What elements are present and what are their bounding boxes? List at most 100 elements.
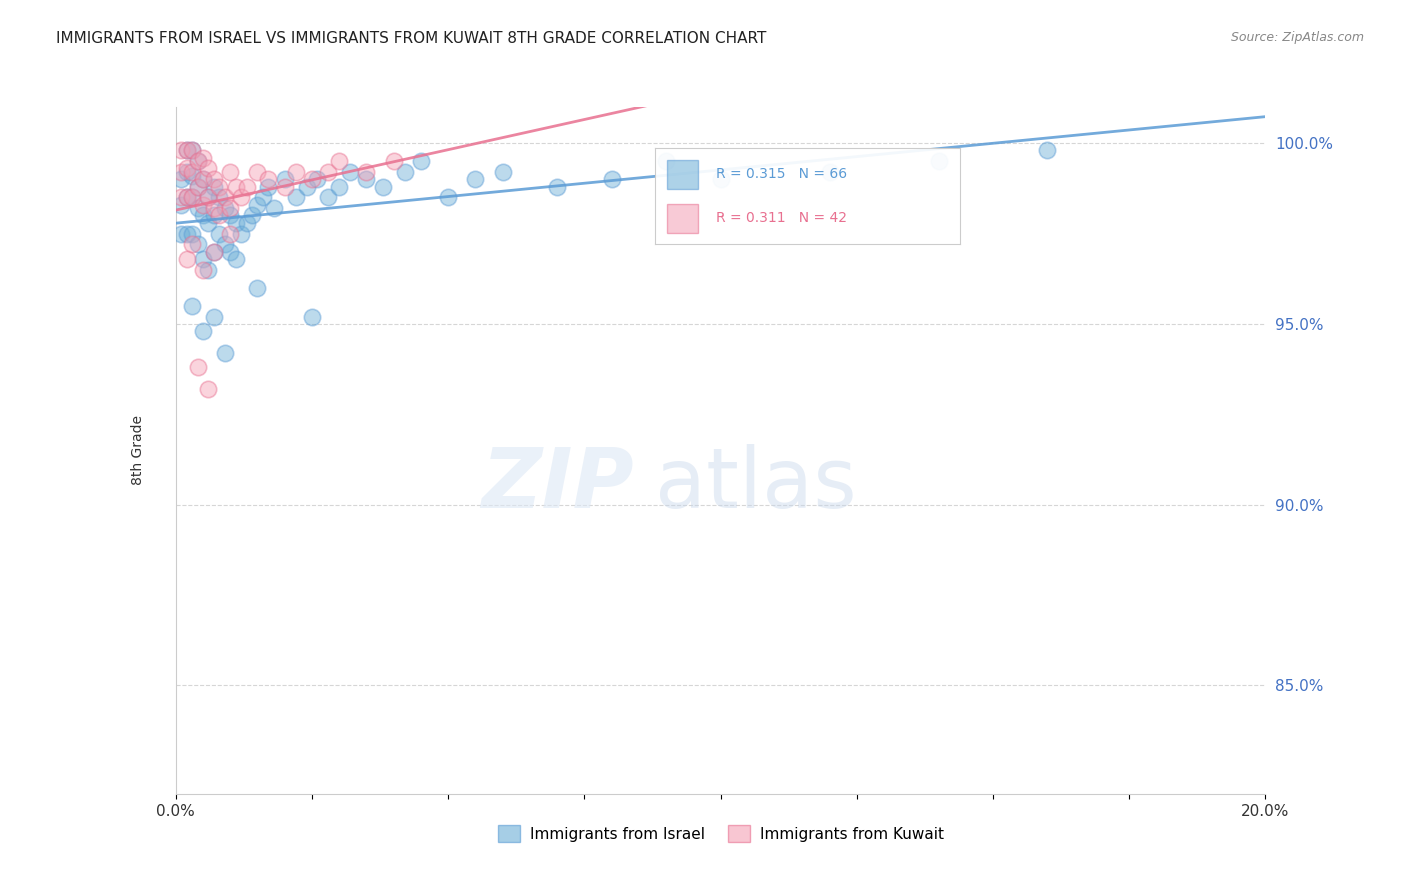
Point	[202, 179, 225, 194]
Point	[219, 244, 242, 259]
Point	[197, 190, 219, 204]
Point	[600, 172, 623, 186]
Point	[546, 179, 568, 194]
Point	[191, 197, 214, 211]
Point	[186, 360, 209, 375]
Point	[409, 154, 432, 169]
Point	[356, 165, 378, 179]
Point	[818, 165, 841, 179]
Point	[208, 179, 231, 194]
Point	[170, 172, 193, 186]
Point	[197, 161, 219, 176]
Bar	[668, 160, 697, 188]
Point	[181, 237, 204, 252]
Point	[284, 165, 307, 179]
Legend: Immigrants from Israel, Immigrants from Kuwait: Immigrants from Israel, Immigrants from …	[492, 819, 949, 848]
Point	[225, 252, 247, 266]
Bar	[668, 204, 697, 233]
Point	[181, 227, 204, 241]
Point	[191, 324, 214, 338]
Point	[197, 216, 219, 230]
Point	[318, 190, 340, 204]
Point	[263, 201, 285, 215]
Text: R = 0.315   N = 66: R = 0.315 N = 66	[716, 167, 848, 181]
Point	[202, 201, 225, 215]
Point	[176, 165, 198, 179]
Point	[191, 209, 214, 223]
Point	[186, 201, 209, 215]
Point	[339, 165, 361, 179]
Point	[208, 209, 231, 223]
Point	[176, 144, 198, 158]
Point	[328, 179, 350, 194]
Point	[181, 190, 204, 204]
Point	[208, 227, 231, 241]
Point	[492, 165, 515, 179]
Point	[301, 172, 323, 186]
Point	[186, 154, 209, 169]
Point	[202, 209, 225, 223]
Point	[464, 172, 486, 186]
Point	[176, 252, 198, 266]
Point	[191, 252, 214, 266]
Text: ZIP: ZIP	[481, 444, 633, 525]
Point	[181, 165, 204, 179]
Point	[257, 172, 280, 186]
Point	[170, 165, 193, 179]
Point	[191, 172, 214, 186]
Point	[1036, 144, 1059, 158]
Point	[197, 262, 219, 277]
Point	[219, 209, 242, 223]
Point	[225, 179, 247, 194]
Point	[186, 179, 209, 194]
Point	[186, 154, 209, 169]
Point	[181, 190, 204, 204]
Point	[231, 190, 253, 204]
Point	[197, 190, 219, 204]
Point	[181, 299, 204, 313]
Point	[307, 172, 329, 186]
Point	[356, 172, 378, 186]
Text: Source: ZipAtlas.com: Source: ZipAtlas.com	[1230, 31, 1364, 45]
Point	[328, 154, 350, 169]
Point	[225, 216, 247, 230]
Point	[274, 172, 297, 186]
Point	[186, 179, 209, 194]
Point	[257, 179, 280, 194]
Point	[197, 382, 219, 396]
Point	[208, 190, 231, 204]
Point	[219, 227, 242, 241]
Point	[170, 190, 193, 204]
Point	[176, 161, 198, 176]
Point	[170, 197, 193, 211]
Point	[710, 172, 733, 186]
Point	[219, 201, 242, 215]
Point	[176, 190, 198, 204]
Point	[202, 172, 225, 186]
Point	[928, 154, 950, 169]
Text: 8th Grade: 8th Grade	[131, 416, 145, 485]
Point	[191, 151, 214, 165]
Point	[235, 179, 257, 194]
Point	[246, 281, 269, 295]
Point	[382, 154, 405, 169]
Point	[202, 244, 225, 259]
Point	[181, 144, 204, 158]
Point	[274, 179, 297, 194]
Text: R = 0.311   N = 42: R = 0.311 N = 42	[716, 211, 848, 226]
Point	[214, 237, 236, 252]
Point	[214, 346, 236, 360]
Point	[301, 310, 323, 324]
Text: IMMIGRANTS FROM ISRAEL VS IMMIGRANTS FROM KUWAIT 8TH GRADE CORRELATION CHART: IMMIGRANTS FROM ISRAEL VS IMMIGRANTS FRO…	[56, 31, 766, 46]
Point	[394, 165, 416, 179]
Point	[191, 262, 214, 277]
Point	[231, 227, 253, 241]
Point	[295, 179, 318, 194]
Point	[252, 190, 274, 204]
Point	[284, 190, 307, 204]
Text: atlas: atlas	[655, 444, 856, 525]
Point	[181, 144, 204, 158]
Point	[235, 216, 257, 230]
Point	[191, 172, 214, 186]
Point	[170, 144, 193, 158]
